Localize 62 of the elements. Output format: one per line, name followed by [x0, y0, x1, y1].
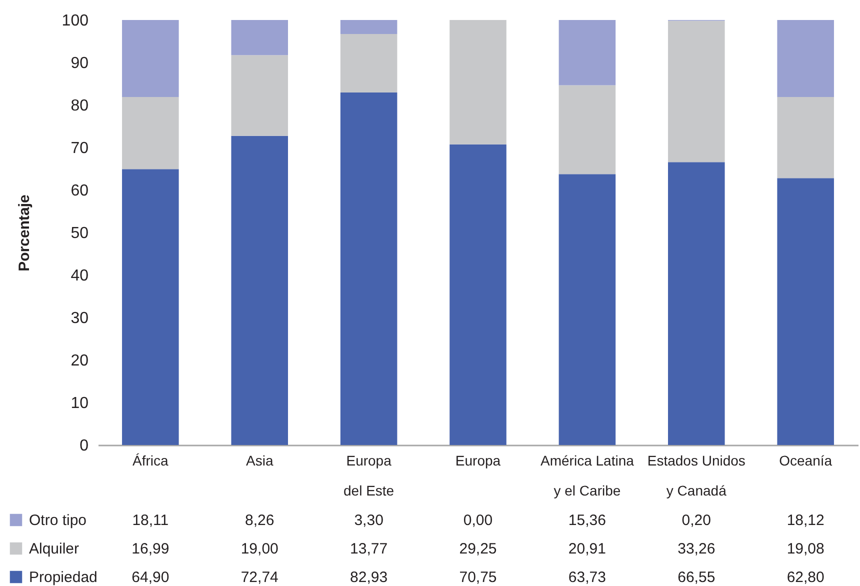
- bar: [558, 20, 616, 86]
- x-tick-label: Oceanía: [779, 452, 832, 468]
- data-label: 63,73: [568, 569, 606, 586]
- y-tick-label: 100: [62, 12, 89, 30]
- y-tick-label: 50: [70, 225, 89, 242]
- data-label: 29,25: [459, 540, 497, 558]
- y-tick-label: 40: [70, 268, 89, 284]
- legend-label: Otro tipo: [29, 512, 87, 529]
- bar: [122, 20, 179, 97]
- data-label: 72,74: [240, 569, 278, 586]
- data-label: 3,30: [354, 512, 384, 529]
- y-tick-label: 10: [70, 395, 89, 412]
- y-tick-label: 30: [70, 310, 89, 327]
- data-label: 18,12: [786, 512, 824, 529]
- x-tick-label: América Latina y el Caribe: [540, 452, 634, 498]
- data-label: 0,00: [463, 512, 493, 529]
- bar: [777, 97, 834, 178]
- bar: [558, 174, 616, 445]
- bar: [231, 136, 288, 445]
- data-label: 66,55: [678, 569, 716, 586]
- y-tick-label: 90: [70, 55, 89, 72]
- x-tick-label: Asia: [246, 452, 274, 468]
- bar: [668, 20, 725, 162]
- data-label: 64,90: [132, 569, 170, 586]
- y-tick-label: 0: [80, 438, 89, 454]
- data-label: 16,99: [132, 540, 170, 558]
- y-tick-label: 80: [70, 98, 89, 114]
- y-tick-label: 20: [70, 352, 89, 370]
- y-axis-title: Porcentaje: [16, 194, 33, 272]
- bar: [340, 92, 398, 445]
- data-label: 82,93: [350, 569, 388, 586]
- bar: [122, 169, 179, 445]
- bar: [668, 162, 725, 445]
- data-label: 33,26: [678, 540, 716, 558]
- bar: [340, 34, 398, 93]
- data-label: 70,75: [459, 569, 497, 586]
- bar: [122, 96, 179, 170]
- data-label: 18,11: [132, 512, 169, 529]
- data-label: 19,08: [786, 540, 824, 558]
- bar: [231, 55, 288, 136]
- legend-label: Alquiler: [29, 540, 80, 558]
- bar: [231, 20, 288, 56]
- bar: [558, 85, 616, 174]
- data-label: 19,00: [240, 540, 278, 558]
- x-tick-label: Europa: [455, 452, 501, 468]
- x-tick-label: Estados Unidos y Canadá: [647, 452, 746, 498]
- data-label: 8,26: [245, 512, 274, 529]
- bar: [777, 20, 834, 98]
- legend-label: Propiedad: [29, 569, 98, 586]
- y-tick-label: 70: [70, 140, 89, 157]
- data-label: 13,77: [350, 540, 388, 558]
- data-label: 20,91: [568, 540, 606, 558]
- data-label: 62,80: [786, 569, 824, 586]
- data-label: 15,36: [568, 512, 606, 529]
- data-label: 0,20: [682, 512, 711, 529]
- x-tick-label: Europa del Este: [344, 452, 394, 498]
- y-tick-label: 60: [70, 182, 89, 200]
- bar: [450, 20, 506, 144]
- bar: [450, 144, 506, 445]
- bar: [777, 178, 834, 445]
- bar: [340, 20, 398, 34]
- x-tick-label: África: [132, 452, 169, 468]
